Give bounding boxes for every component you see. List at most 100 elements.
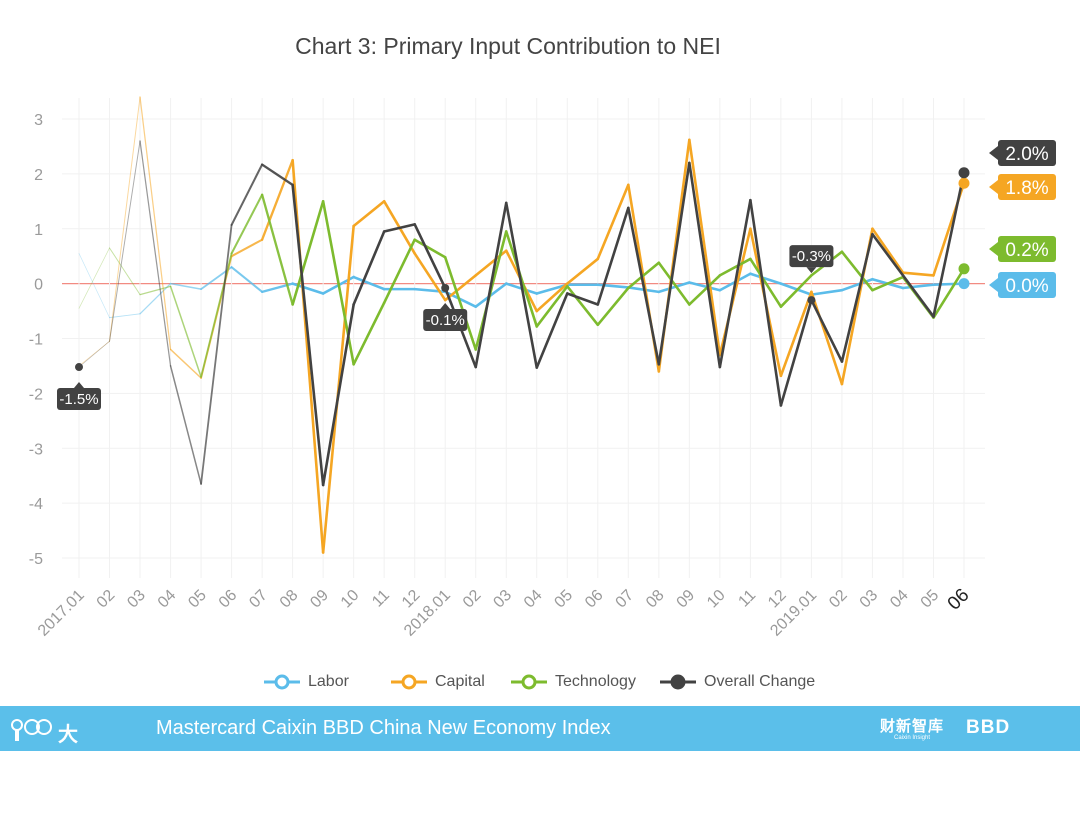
x-tick-label: 05 <box>918 587 943 612</box>
x-tick-label: 05 <box>185 587 210 612</box>
logo-left: 大数跨境 <box>8 713 78 833</box>
series-segment-overall-change <box>871 232 905 277</box>
end-label: 0.0% <box>1005 276 1048 297</box>
legend-item-technology[interactable]: Technology <box>509 670 636 694</box>
end-label-pointer <box>989 180 998 194</box>
end-label: 2.0% <box>1005 144 1048 165</box>
series-segment-capital <box>810 290 844 386</box>
series-segment-labor <box>139 283 172 315</box>
logo-bbd: BBD <box>966 717 1011 738</box>
series-segment-capital <box>596 183 630 261</box>
end-label: 0.2% <box>1005 240 1048 261</box>
annotation-tag <box>423 309 468 332</box>
annotation-point <box>807 296 816 305</box>
series-segment-capital <box>901 271 935 277</box>
series-segment-capital <box>443 274 478 302</box>
end-point-overall-change <box>958 167 970 179</box>
legend-marker-overall <box>660 674 696 690</box>
series-segment-capital <box>474 249 508 277</box>
series-segment-capital <box>779 290 813 378</box>
series-segment-technology <box>109 247 141 296</box>
legend-label-labor: Labor <box>308 673 349 690</box>
y-tick-label: 0 <box>34 277 43 294</box>
legend-label-capital: Capital <box>435 673 485 690</box>
series-segment-labor <box>78 253 110 318</box>
series-segment-technology <box>596 286 630 327</box>
series-segment-technology <box>260 193 294 306</box>
x-tick-label: 06 <box>582 587 607 612</box>
logo-left-text: 大数跨境 <box>58 722 79 833</box>
legend-marker-capital <box>391 674 427 690</box>
series-segment-technology <box>230 193 264 255</box>
series-segment-overall-change <box>688 161 722 369</box>
series-segment-technology <box>565 285 600 327</box>
series-segment-labor <box>749 272 783 285</box>
end-label-pointer <box>989 242 998 256</box>
legend-item-labor[interactable]: Labor <box>262 670 349 694</box>
annotation-label: -0.3% <box>792 248 831 265</box>
series-segment-overall-change <box>596 206 630 306</box>
series-segment-capital <box>169 348 202 379</box>
series-segment-overall-change <box>413 223 447 290</box>
series-segment-technology <box>718 257 752 277</box>
x-tick-label: 07 <box>246 587 271 612</box>
footer-bar: 大数跨境 Mastercard Caixin BBD China New Eco… <box>0 706 1080 833</box>
x-tick-label: 03 <box>857 587 882 612</box>
x-tick-label: 2017.01 <box>35 587 88 640</box>
series-segment-technology <box>78 247 110 309</box>
series-segment-technology <box>139 285 172 296</box>
series-segment-technology <box>169 285 202 378</box>
series-segment-technology <box>352 301 386 366</box>
x-tick-label: 10 <box>338 587 363 612</box>
x-tick-label: 11 <box>735 587 759 611</box>
series-segment-overall-change <box>230 163 264 226</box>
series-segment-capital <box>871 227 905 274</box>
legend-item-capital[interactable]: Capital <box>389 670 485 694</box>
series-segment-overall-change <box>382 223 416 233</box>
marker-layer <box>75 167 970 372</box>
series-segment-technology <box>779 274 813 308</box>
series-segment-overall-change <box>260 163 294 187</box>
annotation-point <box>441 284 450 293</box>
end-label-tag <box>998 174 1056 200</box>
series-segment-technology <box>443 255 478 351</box>
x-tick-label: 06 <box>944 585 974 615</box>
y-tick-label: -1 <box>29 332 43 349</box>
series-segment-overall-change <box>718 198 752 369</box>
end-label-tag <box>998 272 1056 298</box>
series-segment-overall-change <box>352 230 386 306</box>
annotation-pointer <box>74 382 84 389</box>
series-segment-labor <box>810 288 844 296</box>
series-segment-capital <box>535 282 569 313</box>
legend-item-overall[interactable]: Overall Change <box>658 670 815 694</box>
y-tick-label: 1 <box>34 222 43 239</box>
annotation-layer: -1.5% -0.1% -0.3% 2.0% 1.8% 0.2% 0.0% <box>57 140 1056 411</box>
x-tick-label: 05 <box>551 587 576 612</box>
legend-label-technology: Technology <box>555 673 636 690</box>
series-segment-overall-change <box>779 298 813 407</box>
series-segment-capital <box>78 340 110 367</box>
series-segment-technology <box>657 261 691 306</box>
x-tick-label: 04 <box>521 587 546 612</box>
series-segment-labor <box>657 281 691 294</box>
logo-caixin-text: 财新智库 <box>880 717 945 735</box>
series-segment-labor <box>688 281 722 292</box>
series-segment-overall-change <box>139 140 172 367</box>
annotation-tag <box>57 388 101 411</box>
annotation-label: -0.1% <box>426 312 465 329</box>
end-label: 1.8% <box>1005 178 1048 199</box>
y-tick-label: -3 <box>29 441 43 458</box>
series-segment-technology <box>413 238 447 259</box>
series-segment-capital <box>565 257 600 285</box>
chart-canvas: Chart 3: Primary Input Contribution to N… <box>29 33 1056 640</box>
logo-caixin-subtext: Caixin Insight <box>893 735 931 741</box>
series-segment-technology <box>840 250 874 292</box>
series-segment-labor <box>352 275 386 291</box>
series-segment-overall-change <box>321 303 355 487</box>
series-segment-capital <box>413 252 447 302</box>
series-segment-labor <box>779 282 813 296</box>
series-segment-labor <box>230 266 264 293</box>
x-tick-label: 08 <box>643 587 668 612</box>
series-segment-overall-change <box>200 224 233 485</box>
series-segment-overall-change <box>565 292 600 306</box>
